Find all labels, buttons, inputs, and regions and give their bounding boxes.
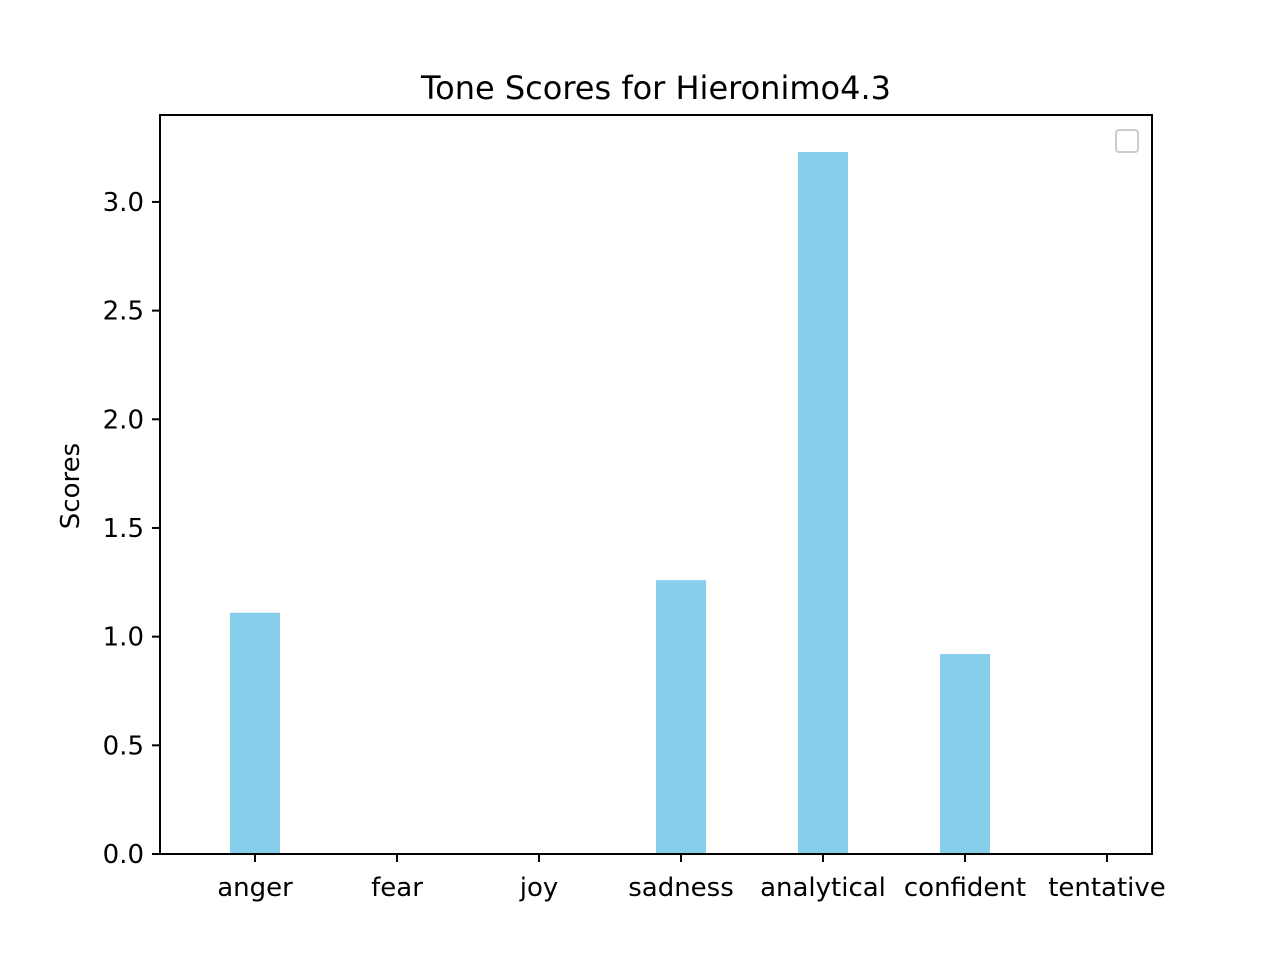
- bars-layer: [230, 151, 990, 854]
- y-tick-label: 0.0: [103, 840, 144, 870]
- x-tick-label: joy: [519, 873, 559, 903]
- y-axis-label: Scores: [56, 443, 86, 529]
- y-tick-label: 2.0: [103, 405, 144, 435]
- y-tick-label: 3.0: [103, 188, 144, 218]
- y-tick-label: 1.5: [103, 514, 144, 544]
- x-tick-label: fear: [371, 873, 423, 903]
- x-tick-label: sadness: [628, 873, 734, 903]
- bar-anger: [230, 612, 280, 854]
- x-tick-label: tentative: [1048, 873, 1166, 903]
- y-tick-label: 1.0: [103, 623, 144, 653]
- x-tick-label: anger: [217, 873, 293, 903]
- y-tick-label: 0.5: [103, 731, 144, 761]
- chart-title: Tone Scores for Hieronimo4.3: [420, 69, 891, 107]
- bar-sadness: [656, 580, 706, 854]
- bar-analytical: [798, 151, 848, 854]
- bar-confident: [940, 654, 990, 854]
- y-axis-ticks: 0.0 0.5 1.0 1.5 2.0 2.5 3.0: [103, 188, 160, 870]
- x-axis-ticks: anger fear joy sadness analytical confident te…: [217, 854, 1166, 903]
- plot-area-frame: [159, 114, 1153, 855]
- x-tick-label: confident: [904, 873, 1026, 903]
- x-tick-label: analytical: [760, 873, 886, 903]
- legend-box: [1115, 129, 1139, 153]
- y-tick-label: 2.5: [103, 297, 144, 327]
